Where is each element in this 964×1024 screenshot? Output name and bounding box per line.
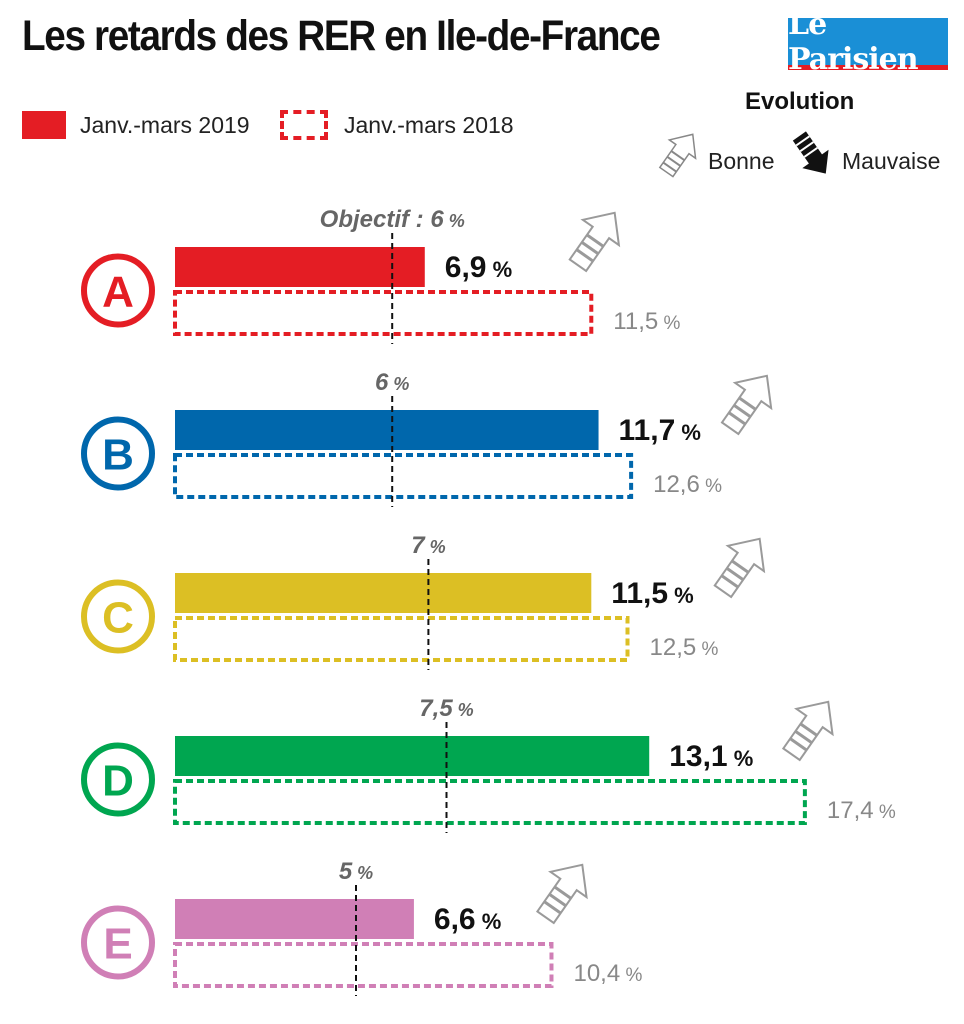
line-C-letter: C bbox=[102, 594, 134, 643]
bar-2018-D bbox=[173, 779, 807, 825]
value-2019-E: 6,6 % bbox=[434, 903, 501, 936]
legend-swatch-2018 bbox=[280, 110, 328, 140]
chart-title: Les retards des RER en Ile-de-France bbox=[22, 12, 661, 60]
bar-2018-E bbox=[173, 942, 554, 988]
objective-label-A: Objectif : 6 % bbox=[320, 206, 465, 233]
bar-2019-D bbox=[175, 736, 650, 776]
line-A-badge bbox=[81, 253, 155, 328]
line-A-letter: A bbox=[102, 268, 134, 317]
line-D-letter: D bbox=[102, 757, 134, 806]
evolution-arrow-D-icon bbox=[781, 700, 834, 762]
evolution-arrow-E-icon bbox=[535, 863, 588, 925]
value-2019-A: 6,9 % bbox=[445, 251, 512, 284]
objective-label-D: 7,5 % bbox=[419, 695, 473, 722]
line-E-letter: E bbox=[103, 920, 132, 969]
bar-2018-B bbox=[173, 453, 634, 499]
evolution-good-label: Bonne bbox=[708, 148, 775, 174]
evolution-arrow-C-icon bbox=[713, 537, 766, 599]
value-2018-C: 12,5 % bbox=[650, 634, 719, 661]
bad-arrow-icon bbox=[792, 131, 829, 174]
bar-2019-A bbox=[175, 247, 425, 287]
legend-swatch-2019 bbox=[22, 111, 66, 139]
legend-label-2019: Janv.-mars 2019 bbox=[80, 112, 250, 138]
line-C-badge bbox=[81, 579, 155, 654]
evolution-arrow-A-icon bbox=[568, 211, 621, 273]
objective-label-C: 7 % bbox=[411, 532, 445, 559]
bar-2019-B bbox=[175, 410, 599, 450]
bar-2018-A bbox=[173, 290, 594, 336]
good-arrow-icon bbox=[658, 133, 697, 178]
value-2019-C: 11,5 % bbox=[611, 577, 693, 610]
value-2018-B: 12,6 % bbox=[653, 471, 722, 498]
line-B-badge bbox=[81, 416, 155, 491]
legend-label-2018: Janv.-mars 2018 bbox=[344, 112, 514, 138]
value-2019-B: 11,7 % bbox=[619, 414, 701, 447]
objective-label-B: 6 % bbox=[375, 369, 409, 396]
value-2018-A: 11,5 % bbox=[613, 308, 680, 335]
line-B-letter: B bbox=[102, 431, 134, 480]
value-2019-D: 13,1 % bbox=[669, 740, 753, 773]
value-2018-D: 17,4 % bbox=[827, 797, 896, 824]
evolution-title: Evolution bbox=[745, 88, 855, 115]
bar-2018-C bbox=[173, 616, 630, 662]
line-D-badge bbox=[81, 742, 155, 817]
objective-label-E: 5 % bbox=[339, 858, 373, 885]
bar-2019-C bbox=[175, 573, 592, 613]
line-E-badge bbox=[81, 905, 155, 980]
evolution-arrow-B-icon bbox=[720, 374, 773, 436]
bar-2019-E bbox=[175, 899, 414, 939]
evolution-bad-label: Mauvaise bbox=[842, 148, 941, 174]
value-2018-E: 10,4 % bbox=[573, 960, 642, 987]
